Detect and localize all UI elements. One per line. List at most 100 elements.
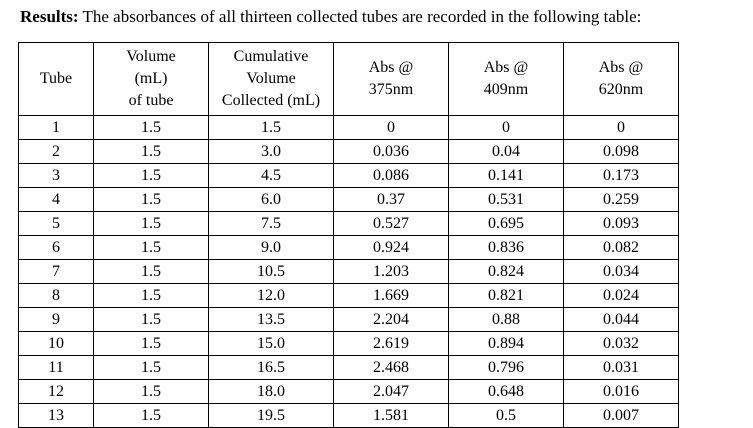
cell-volume: 1.5	[93, 211, 209, 236]
header-abs-375: Abs @ 375nm	[333, 42, 449, 116]
table-row: 7 1.5 10.5 1.203 0.824 0.034	[18, 259, 679, 284]
cell-tube: 11	[18, 355, 94, 380]
cell-cumulative-volume: 13.5	[208, 307, 334, 332]
cell-tube: 1	[18, 115, 94, 140]
table-row: 12 1.5 18.0 2.047 0.648 0.016	[18, 379, 679, 404]
cell-abs-409: 0.695	[448, 211, 564, 236]
results-text: The absorbances of all thirteen collecte…	[78, 7, 642, 26]
cell-tube: 13	[18, 403, 94, 428]
cell-abs-409: 0.5	[448, 403, 564, 428]
table-row: 13 1.5 19.5 1.581 0.5 0.007	[18, 403, 679, 428]
cell-abs-375: 1.581	[333, 403, 449, 428]
header-line: of tube	[128, 92, 174, 109]
table-row: 6 1.5 9.0 0.924 0.836 0.082	[18, 235, 679, 260]
cell-abs-375: 2.619	[333, 331, 449, 356]
cell-abs-409: 0.836	[448, 235, 564, 260]
header-line: 409nm	[483, 81, 529, 98]
cell-tube: 10	[18, 331, 94, 356]
cell-abs-620: 0.093	[563, 211, 679, 236]
cell-volume: 1.5	[93, 331, 209, 356]
cell-abs-375: 1.203	[333, 259, 449, 284]
cell-tube: 8	[18, 283, 94, 308]
cell-abs-409: 0.824	[448, 259, 564, 284]
cell-tube: 3	[18, 163, 94, 188]
header-line: Abs @	[598, 59, 644, 76]
header-line: Cumulative	[233, 48, 309, 65]
cell-abs-620: 0.034	[563, 259, 679, 284]
header-abs-409: Abs @ 409nm	[448, 42, 564, 116]
cell-cumulative-volume: 16.5	[208, 355, 334, 380]
cell-abs-375: 0.37	[333, 187, 449, 212]
cell-abs-375: 0.924	[333, 235, 449, 260]
cell-abs-409: 0.894	[448, 331, 564, 356]
cell-abs-375: 2.047	[333, 379, 449, 404]
cell-cumulative-volume: 1.5	[208, 115, 334, 140]
cell-tube: 12	[18, 379, 94, 404]
cell-abs-620: 0.098	[563, 139, 679, 164]
cell-abs-409: 0.88	[448, 307, 564, 332]
results-intro: Results: The absorbances of all thirteen…	[20, 6, 641, 28]
cell-tube: 6	[18, 235, 94, 260]
cell-abs-620: 0.024	[563, 283, 679, 308]
cell-abs-620: 0.044	[563, 307, 679, 332]
cell-tube: 9	[18, 307, 94, 332]
header-cumulative-volume: Cumulative Volume Collected (mL)	[208, 42, 334, 116]
results-heading: Results:	[20, 7, 79, 26]
cell-abs-620: 0	[563, 115, 679, 140]
table-row: 8 1.5 12.0 1.669 0.821 0.024	[18, 283, 679, 308]
table-header-row: Tube Volume (mL) of tube Cumulative Volu…	[18, 42, 679, 116]
table-row: 2 1.5 3.0 0.036 0.04 0.098	[18, 139, 679, 164]
cell-volume: 1.5	[93, 403, 209, 428]
header-line: Tube	[39, 70, 73, 87]
cell-abs-620: 0.032	[563, 331, 679, 356]
absorbance-table: Tube Volume (mL) of tube Cumulative Volu…	[18, 42, 679, 428]
cell-abs-620: 0.007	[563, 403, 679, 428]
cell-abs-409: 0.821	[448, 283, 564, 308]
cell-cumulative-volume: 4.5	[208, 163, 334, 188]
cell-cumulative-volume: 18.0	[208, 379, 334, 404]
cell-cumulative-volume: 3.0	[208, 139, 334, 164]
cell-abs-409: 0.796	[448, 355, 564, 380]
header-line: Volume	[126, 48, 176, 65]
cell-volume: 1.5	[93, 259, 209, 284]
cell-abs-375: 2.204	[333, 307, 449, 332]
cell-tube: 5	[18, 211, 94, 236]
cell-volume: 1.5	[93, 307, 209, 332]
header-line: 375nm	[368, 81, 414, 98]
cell-volume: 1.5	[93, 115, 209, 140]
header-volume: Volume (mL) of tube	[93, 42, 209, 116]
cell-tube: 2	[18, 139, 94, 164]
cell-tube: 7	[18, 259, 94, 284]
header-line: 620nm	[598, 81, 644, 98]
cell-abs-620: 0.259	[563, 187, 679, 212]
cell-tube: 4	[18, 187, 94, 212]
header-line: Abs @	[483, 59, 529, 76]
cell-volume: 1.5	[93, 283, 209, 308]
cell-abs-375: 2.468	[333, 355, 449, 380]
table-row: 4 1.5 6.0 0.37 0.531 0.259	[18, 187, 679, 212]
cell-cumulative-volume: 9.0	[208, 235, 334, 260]
cell-abs-409: 0.04	[448, 139, 564, 164]
cell-abs-409: 0	[448, 115, 564, 140]
cell-cumulative-volume: 6.0	[208, 187, 334, 212]
cell-abs-409: 0.531	[448, 187, 564, 212]
cell-abs-620: 0.031	[563, 355, 679, 380]
cell-cumulative-volume: 15.0	[208, 331, 334, 356]
cell-volume: 1.5	[93, 163, 209, 188]
cell-abs-409: 0.648	[448, 379, 564, 404]
table-row: 5 1.5 7.5 0.527 0.695 0.093	[18, 211, 679, 236]
table-row: 1 1.5 1.5 0 0 0	[18, 115, 679, 140]
cell-abs-375: 0.036	[333, 139, 449, 164]
cell-cumulative-volume: 19.5	[208, 403, 334, 428]
header-tube: Tube	[18, 42, 94, 116]
cell-volume: 1.5	[93, 187, 209, 212]
cell-abs-375: 0	[333, 115, 449, 140]
cell-abs-375: 1.669	[333, 283, 449, 308]
cell-cumulative-volume: 12.0	[208, 283, 334, 308]
table-row: 3 1.5 4.5 0.086 0.141 0.173	[18, 163, 679, 188]
cell-volume: 1.5	[93, 139, 209, 164]
header-line: (mL)	[134, 70, 168, 87]
header-line: Volume	[246, 70, 296, 87]
cell-cumulative-volume: 10.5	[208, 259, 334, 284]
cell-abs-620: 0.082	[563, 235, 679, 260]
